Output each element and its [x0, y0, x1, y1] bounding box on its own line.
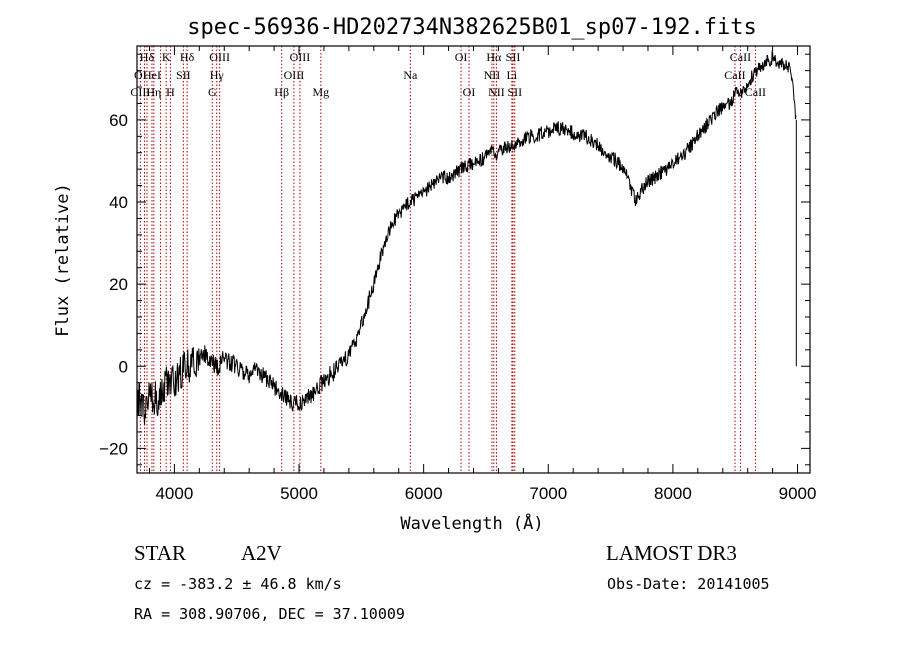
object-type: STAR: [134, 541, 186, 565]
x-tick-label: 6000: [405, 484, 443, 503]
y-axis-ticks: −20 0 20 40 60: [99, 53, 810, 466]
x-tick-label: 9000: [779, 484, 817, 503]
x-tick-label: 8000: [654, 484, 692, 503]
spectral-line-label: G: [208, 85, 217, 99]
y-tick-label: −20: [99, 439, 128, 458]
spectral-line-label: CIII: [130, 85, 150, 99]
spectral-line-label: CaII: [730, 50, 751, 64]
y-tick-label: 60: [109, 111, 128, 130]
spectral-line-label: CaII: [745, 85, 766, 99]
line-markers: [139, 46, 756, 473]
spectral-line-label: CaII: [724, 68, 745, 82]
x-tick-label: 7000: [529, 484, 567, 503]
spectral-line-label: Hγ: [210, 68, 225, 82]
spectral-line-label: Hδ: [180, 50, 195, 64]
spectral-line-label: K: [162, 50, 171, 64]
line-labels: Hδ K Hδ OIII OIII OI Hα SII CaII OI HeI SII Hγ OIII Na…: [130, 50, 766, 99]
spectral-line-label: OI: [455, 50, 468, 64]
spectral-line-label: Hα: [486, 50, 502, 64]
x-tick-label: 4000: [155, 484, 193, 503]
spectral-line-label: Li: [507, 68, 518, 82]
coordinates: RA = 308.90706, DEC = 37.10009: [134, 605, 405, 623]
spectral-line-label: Hη: [146, 85, 161, 99]
plot-frame: [136, 45, 811, 474]
spectral-line-label: NII: [484, 68, 501, 82]
spectral-line-label: HeI: [143, 68, 161, 82]
spectral-line-label: Hβ: [274, 85, 289, 99]
spectral-line-label: Hδ: [140, 50, 155, 64]
spectral-line-label: OIII: [284, 68, 305, 82]
spectral-line-label: SII: [506, 50, 521, 64]
y-tick-label: 20: [109, 275, 128, 294]
spectral-line-label: OIII: [209, 50, 230, 64]
flux-series: [136, 50, 797, 426]
x-axis-label: Wavelength (Å): [400, 512, 543, 534]
spectral-line-label: Mg: [312, 85, 329, 99]
spectral-line-label: SII: [176, 68, 191, 82]
chart-title: spec-56936-HD202734N382625B01_sp07-192.f…: [187, 15, 757, 40]
y-axis-label: Flux (relative): [53, 183, 73, 337]
spectral-line-label: OIII: [290, 50, 311, 64]
spectral-line-label: NII: [488, 85, 505, 99]
obs-date: Obs-Date: 20141005: [607, 575, 770, 593]
y-tick-label: 0: [119, 357, 128, 376]
spectral-line-label: H: [166, 85, 175, 99]
spectral-line-label: SII: [507, 85, 522, 99]
spectral-subclass: A2V: [241, 541, 282, 565]
redshift-readout: cz = -383.2 ± 46.8 km/s: [134, 575, 342, 593]
spectral-line-label: OI: [463, 85, 476, 99]
flux-curve: [136, 50, 797, 426]
y-tick-label: 40: [109, 193, 128, 212]
x-axis-ticks: 4000 5000 6000 7000 8000 9000: [148, 46, 817, 503]
spectral-line-label: Na: [403, 68, 418, 82]
x-tick-label: 5000: [280, 484, 318, 503]
survey-name: LAMOST DR3: [606, 541, 737, 565]
